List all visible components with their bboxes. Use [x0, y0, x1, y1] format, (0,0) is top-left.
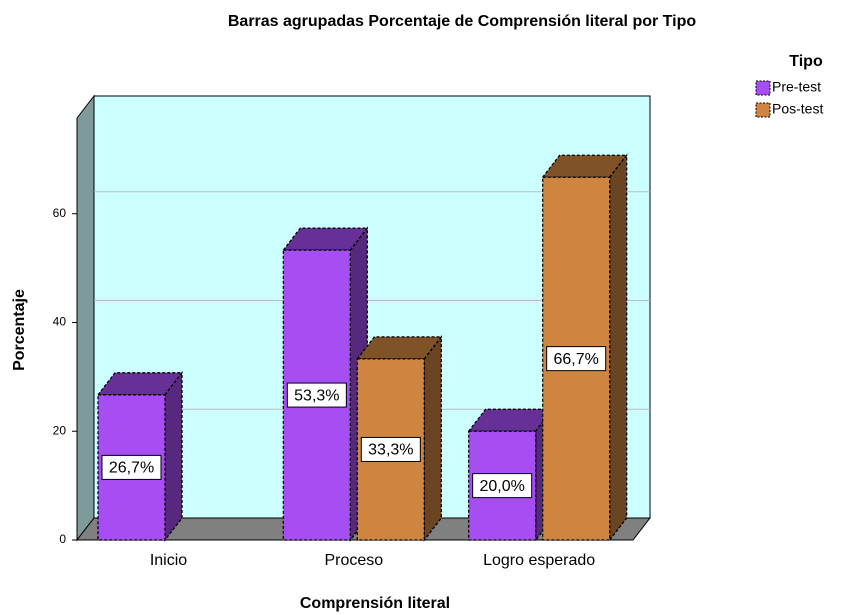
bar-top [96, 372, 184, 396]
y-tick-label: 20 [53, 423, 67, 437]
legend-label: Pos-test [772, 101, 823, 117]
bar-top [541, 154, 628, 178]
chart-title: Barras agrupadas Porcentaje de Comprensi… [228, 13, 697, 30]
value-label-box [101, 454, 162, 480]
y-tick-label: 60 [53, 206, 67, 220]
legend-title: Tipo [789, 53, 823, 70]
value-label-box [546, 346, 607, 372]
legend-label: Pre-test [772, 79, 821, 95]
y-axis-label: Porcentaje [11, 289, 28, 371]
legend-swatch [755, 80, 771, 96]
y-tick-label: 0 [59, 532, 66, 546]
value-label-box [472, 473, 533, 499]
y-tick-label: 40 [53, 315, 67, 329]
value-label: 26,7% [109, 460, 154, 477]
bar-top [282, 227, 369, 251]
bar-top [467, 408, 554, 432]
bar-side [609, 153, 628, 542]
value-label-box [286, 382, 347, 408]
value-label: 33,3% [368, 442, 413, 459]
bar-top [356, 336, 443, 360]
x-tick-label: Logro esperado [483, 552, 595, 569]
x-axis-label: Comprensión literal [300, 595, 450, 612]
value-label: 20,0% [479, 478, 524, 495]
value-label: 66,7% [553, 351, 598, 368]
left-wall [76, 94, 95, 542]
legend-swatch [755, 102, 771, 118]
x-tick-label: Inicio [150, 552, 187, 569]
value-label: 53,3% [294, 387, 339, 404]
bar-side [423, 335, 442, 542]
value-label-box [360, 436, 421, 462]
x-tick-label: Proceso [324, 552, 383, 569]
bar-side [164, 370, 183, 542]
